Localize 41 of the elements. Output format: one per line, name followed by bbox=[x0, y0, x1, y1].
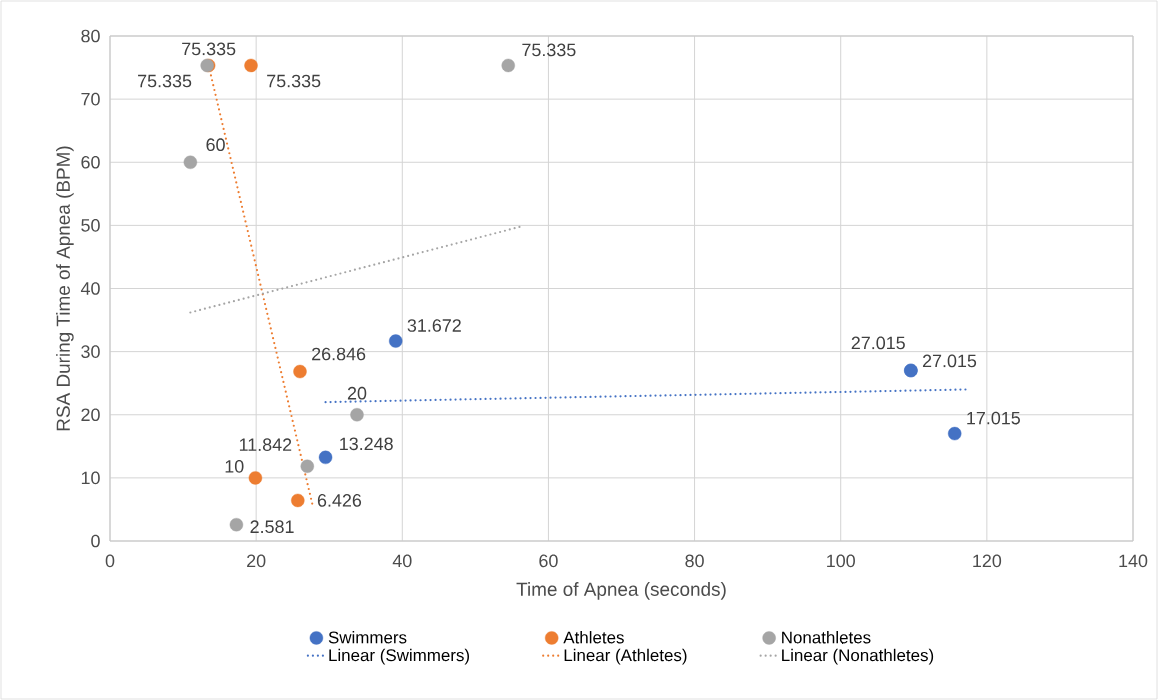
data-label: 60 bbox=[206, 138, 225, 152]
y-tick-label: 80 bbox=[81, 29, 100, 43]
data-label: 13.248 bbox=[340, 437, 393, 451]
x-tick-label: 0 bbox=[105, 554, 115, 568]
x-tick-label: 120 bbox=[973, 554, 1002, 568]
data-label: 75.335 bbox=[182, 42, 236, 56]
data-label: 11.842 bbox=[239, 438, 292, 452]
x-tick-label: 100 bbox=[827, 554, 855, 568]
y-tick-label: 40 bbox=[80, 282, 100, 295]
data-label: 75.335 bbox=[138, 74, 192, 88]
legend-label: Athletes bbox=[563, 631, 624, 644]
y-axis-title: RSA During Time of Apnea (BPM) bbox=[56, 146, 74, 431]
x-tick-label: 60 bbox=[539, 554, 558, 568]
data-label: 17.015 bbox=[967, 411, 1020, 425]
y-tick-label: 70 bbox=[81, 92, 100, 106]
y-tick-label: 50 bbox=[81, 219, 100, 232]
x-tick-label: 140 bbox=[1119, 554, 1148, 568]
data-label: 27.015 bbox=[851, 336, 905, 350]
legend-label: Linear (Athletes) bbox=[564, 648, 687, 665]
y-tick-label: 30 bbox=[81, 345, 100, 358]
data-label: 27.015 bbox=[922, 354, 977, 368]
y-tick-label: 10 bbox=[81, 471, 100, 485]
x-axis-title: Time of Apnea (seconds) bbox=[516, 582, 726, 600]
x-tick-label: 40 bbox=[392, 554, 412, 568]
x-tick-label: 80 bbox=[685, 554, 704, 568]
data-label: 26.846 bbox=[312, 347, 366, 361]
y-tick-label: 0 bbox=[91, 534, 100, 548]
legend-label: Linear (Nonathletes) bbox=[782, 648, 934, 665]
x-tick-label: 20 bbox=[247, 554, 266, 568]
y-tick-label: 60 bbox=[81, 155, 100, 169]
data-label: 75.335 bbox=[522, 43, 576, 57]
data-label: 31.672 bbox=[407, 319, 461, 332]
data-label: 75.335 bbox=[267, 74, 321, 88]
legend-label: Swimmers bbox=[328, 631, 407, 644]
legend-label: Nonathletes bbox=[782, 631, 871, 644]
data-label: 20 bbox=[347, 386, 367, 400]
y-tick-label: 20 bbox=[81, 408, 100, 422]
data-label: 6.426 bbox=[317, 494, 362, 507]
data-label: 10 bbox=[225, 459, 244, 473]
legend-label: Linear (Swimmers) bbox=[329, 648, 470, 665]
data-label: 2.581 bbox=[250, 520, 294, 534]
